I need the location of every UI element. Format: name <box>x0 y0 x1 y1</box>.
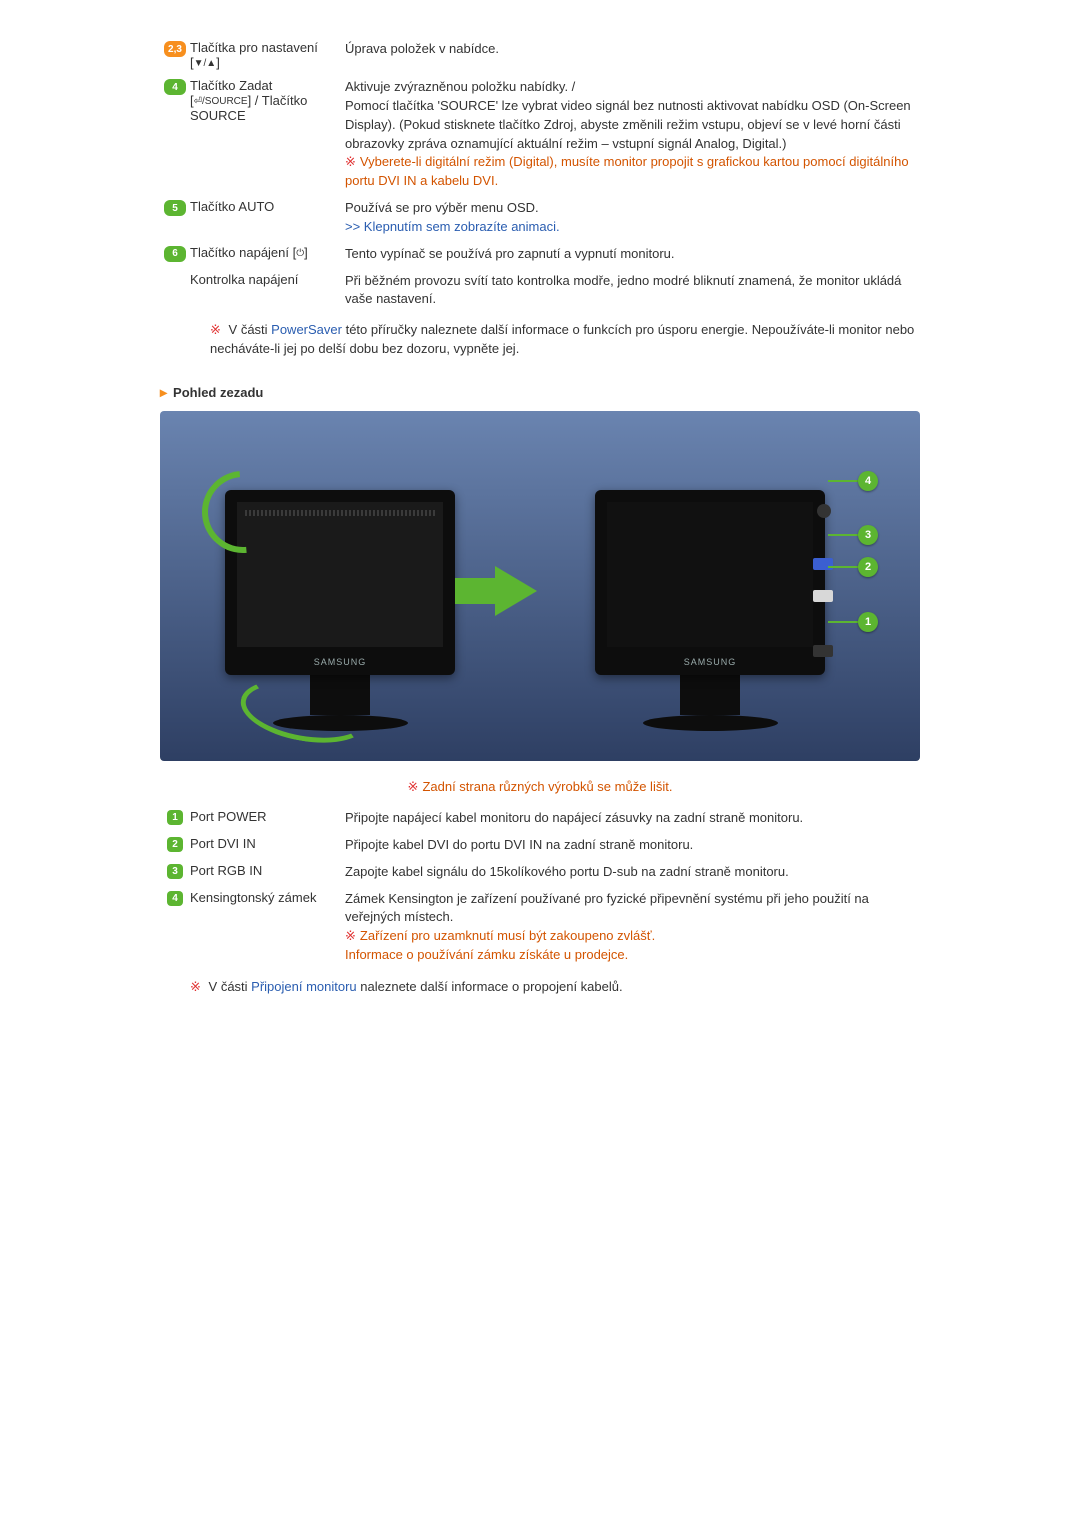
footer-note: ※ V části Připojení monitoru naleznete d… <box>190 979 920 995</box>
figure-note: ※Zadní strana různých výrobků se může li… <box>160 779 920 795</box>
port-desc: Zámek Kensington je zařízení používané p… <box>345 890 920 965</box>
callout-3: 3 <box>828 525 878 545</box>
badge-icon: 3 <box>167 864 183 879</box>
port-row: 4 Kensingtonský zámek Zámek Kensington j… <box>160 890 920 965</box>
powersaver-link[interactable]: PowerSaver <box>271 322 342 337</box>
control-label: Tlačítko AUTO <box>190 199 345 214</box>
control-row: Kontrolka napájení Při běžném provozu sv… <box>160 272 920 310</box>
note-mark: ※ <box>210 322 221 337</box>
control-row: 2,3 Tlačítka pro nastavení [▼/▲] Úprava … <box>160 40 920 70</box>
port-row: 1 Port POWER Připojte napájecí kabel mon… <box>160 809 920 828</box>
control-desc: Při běžném provozu svítí tato kontrolka … <box>345 272 920 310</box>
control-label: Tlačítko Zadat [⏎/SOURCE] / Tlačítko SOU… <box>190 78 345 123</box>
port-label: Port POWER <box>190 809 345 824</box>
callout-2: 2 <box>828 557 878 577</box>
port-power-icon <box>813 645 833 657</box>
port-dvi-icon <box>813 590 833 602</box>
monitor-back: SAMSUNG <box>595 490 825 731</box>
transition-arrow-icon <box>495 566 537 616</box>
control-label: Tlačítko napájení [⏻] <box>190 245 345 260</box>
control-label: Tlačítka pro nastavení [▼/▲] <box>190 40 345 70</box>
callout-1: 1 <box>828 612 878 632</box>
note-text: V části PowerSaver této příručky nalezne… <box>210 322 914 356</box>
connection-link[interactable]: Připojení monitoru <box>251 979 357 994</box>
badge-icon: 4 <box>167 891 183 906</box>
port-desc: Připojte napájecí kabel monitoru do napá… <box>345 809 920 828</box>
port-kensington-icon <box>817 504 831 518</box>
port-label: Kensingtonský zámek <box>190 890 345 905</box>
port-desc: Připojte kabel DVI do portu DVI IN na za… <box>345 836 920 855</box>
callout-4: 4 <box>828 471 878 491</box>
control-label: Kontrolka napájení <box>190 272 345 287</box>
badge-icon: 1 <box>167 810 183 825</box>
badge-icon: 2,3 <box>164 41 186 57</box>
port-row: 2 Port DVI IN Připojte kabel DVI do port… <box>160 836 920 855</box>
port-desc: Zapojte kabel signálu do 15kolíkového po… <box>345 863 920 882</box>
control-desc: Tento vypínač se používá pro zapnutí a v… <box>345 245 920 264</box>
port-label: Port DVI IN <box>190 836 345 851</box>
control-desc: Aktivuje zvýrazněnou položku nabídky. /P… <box>345 78 920 191</box>
control-row: 4 Tlačítko Zadat [⏎/SOURCE] / Tlačítko S… <box>160 78 920 191</box>
port-row: 3 Port RGB IN Zapojte kabel signálu do 1… <box>160 863 920 882</box>
control-desc: Úprava položek v nabídce. <box>345 40 920 59</box>
control-row: 5 Tlačítko AUTO Používá se pro výběr men… <box>160 199 920 237</box>
badge-icon: 5 <box>164 200 186 216</box>
badge-icon: 6 <box>164 246 186 262</box>
control-row: 6 Tlačítko napájení [⏻] Tento vypínač se… <box>160 245 920 264</box>
control-desc: Používá se pro výběr menu OSD.>> Klepnut… <box>345 199 920 237</box>
section-arrow-icon: ▸ <box>160 384 167 401</box>
rear-view-figure: SAMSUNG SAMSUNG 1 2 3 4 <box>160 411 920 761</box>
badge-icon: 2 <box>167 837 183 852</box>
port-label: Port RGB IN <box>190 863 345 878</box>
section-heading: ▸ Pohled zezadu <box>160 384 920 401</box>
badge-icon: 4 <box>164 79 186 95</box>
